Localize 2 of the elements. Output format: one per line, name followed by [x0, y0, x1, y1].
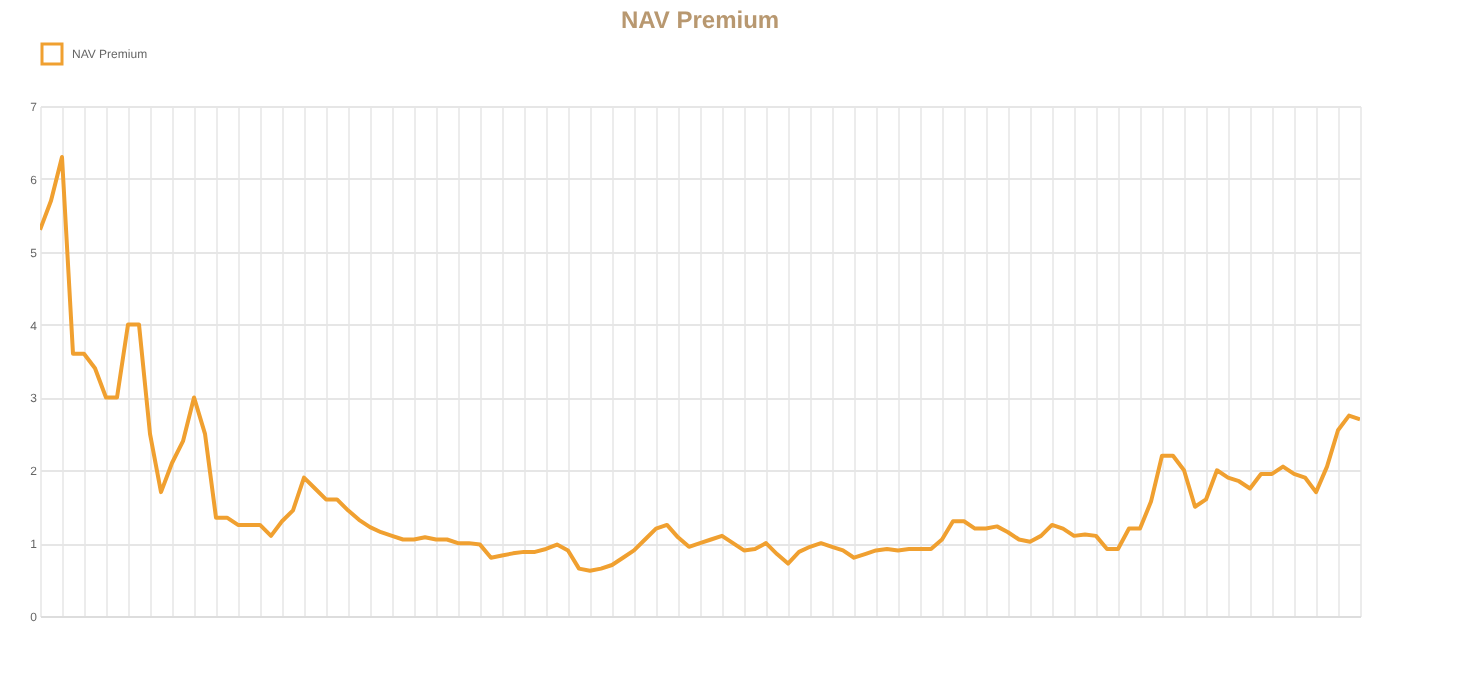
- line-series: [40, 155, 1360, 573]
- chart-title: NAV Premium: [620, 6, 780, 34]
